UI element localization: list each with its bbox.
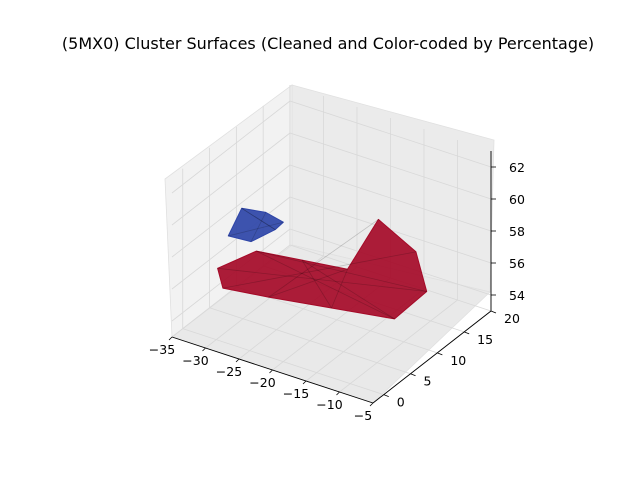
tick-label-x: −15 [283,386,309,401]
gridline-y-floor [182,328,384,396]
surface-facet-edge [268,219,379,298]
gridline-z-back [289,100,492,168]
tick-mark-x [302,380,307,385]
x-axis-line [171,336,374,404]
cluster-surface-high-percentage [217,218,428,320]
tick-mark-x [369,402,374,407]
gridline-x-floor [339,299,458,393]
surface-facet-edge [241,208,276,230]
tick-mark-x [168,336,173,341]
tick-label-z: 62 [509,160,525,175]
tick-label-y: 20 [504,311,520,326]
tick-label-x: −35 [149,342,175,357]
tick-label-z: 54 [509,288,525,303]
tick-label-x: −10 [316,397,342,412]
tick-mark-y [464,331,470,335]
gridline-z-left [171,196,291,290]
gridline-z-back [289,164,492,232]
tick-label-z: 60 [509,192,525,207]
surface-facet-edge [331,269,348,309]
surface-facet-edge [222,251,417,289]
surface-facet-edge [256,250,427,292]
tick-mark-y [490,310,497,314]
tick-mark-y [437,352,443,356]
axis-lines [168,151,497,407]
surface-facet-edge [301,259,332,309]
tick-label-y: 15 [477,332,493,347]
tick-label-z: 58 [509,224,525,239]
surface-facet-edge [241,208,276,230]
cluster-surfaces [217,207,428,320]
tick-label-y: 5 [424,374,432,389]
tick-mark-y [383,394,389,398]
surface-facet-edge [268,268,348,298]
tick-mark-y [410,373,416,377]
gridline-z-back [289,132,492,200]
cluster-surface-low-percentage [227,207,284,243]
gridline-z-left [171,164,291,258]
tick-label-y: 10 [450,353,466,368]
surface-facet-edge [228,221,284,237]
gridline-z-left [171,100,291,194]
tick-mark-x [235,358,240,363]
tick-mark-x [202,347,206,352]
tick-label-x: −25 [216,364,242,379]
surface-facet-edge [256,250,395,320]
chart-title: (5MX0) Cluster Surfaces (Cleaned and Col… [62,34,594,53]
surface-facet-edge [250,212,267,242]
tick-labels: −35 −30 −25 −20 −15 −10 −5 0 5 10 15 20 54 56 58 60 62 [149,160,525,423]
tick-label-z: 56 [509,256,525,271]
tick-label-x: −30 [182,353,208,368]
tick-label-x: −5 [354,408,372,423]
tick-mark-x [336,391,340,396]
gridline-z-left [171,132,291,226]
tick-label-x: −20 [249,375,275,390]
gridline-y-floor [209,307,411,375]
surface-facet-edge [217,267,427,292]
tick-mark-x [269,369,273,374]
y-axis-line [372,310,492,404]
surface-facet-edge [301,259,395,320]
tick-label-y: 0 [397,395,405,410]
